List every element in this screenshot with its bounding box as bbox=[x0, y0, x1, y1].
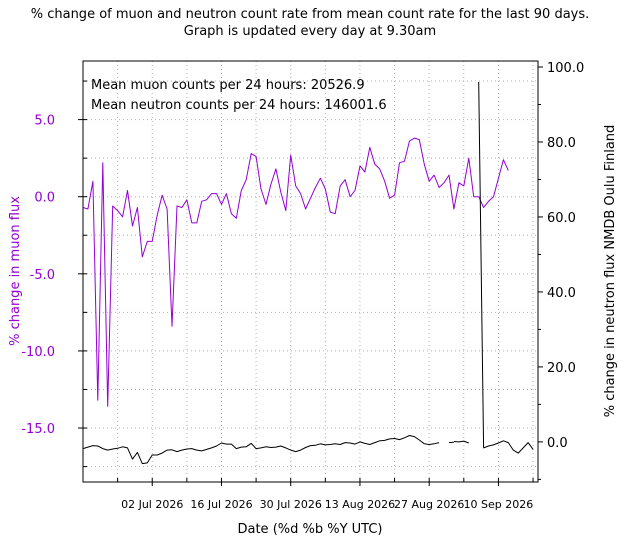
right-tick-label: 20.0 bbox=[547, 361, 576, 376]
muon-series-line bbox=[82, 137, 509, 407]
right-tick-label: 80.0 bbox=[547, 136, 576, 151]
chart-title: % change of muon and neutron count rate … bbox=[0, 6, 620, 40]
x-tick-label: 02 Jul 2026 bbox=[121, 498, 183, 511]
neutron-series-line bbox=[453, 81, 534, 454]
chart-title-line-1: % change of muon and neutron count rate … bbox=[30, 7, 590, 22]
x-tick-label: 27 Aug 2026 bbox=[394, 498, 464, 511]
x-tick-label: 13 Aug 2026 bbox=[325, 498, 395, 511]
left-tick-label: -10.0 bbox=[21, 345, 55, 360]
x-tick-label: 10 Sep 2026 bbox=[464, 498, 534, 511]
annotation-mean-muon: Mean muon counts per 24 hours: 20526.9 bbox=[91, 78, 365, 93]
chart-title-line-2: Graph is updated every day at 9.30am bbox=[183, 24, 437, 39]
left-tick-label: 5.0 bbox=[34, 114, 55, 129]
grid-layer bbox=[83, 61, 538, 482]
plot-frame bbox=[82, 60, 539, 483]
annotation-mean-neutron: Mean neutron counts per 24 hours: 146001… bbox=[91, 98, 387, 113]
neutron-series-line bbox=[82, 435, 454, 465]
x-tick-label: 30 Jul 2026 bbox=[260, 498, 322, 511]
left-tick-label: -5.0 bbox=[30, 268, 55, 283]
right-tick-label: 60.0 bbox=[547, 211, 576, 226]
axis-layer: 02 Jul 2026 16 Jul 2026 30 Jul 2026 13 Aug … bbox=[21, 61, 584, 511]
left-axis-label: % change in muon flux bbox=[8, 196, 23, 346]
right-tick-label: 0.0 bbox=[547, 436, 568, 451]
x-axis-label: Date (%d %b %Y UTC) bbox=[237, 522, 382, 537]
series-layer bbox=[82, 81, 534, 465]
right-tick-label: 100.0 bbox=[547, 61, 584, 76]
x-tick-label: 16 Jul 2026 bbox=[190, 498, 252, 511]
right-tick-label: 40.0 bbox=[547, 286, 576, 301]
right-axis-label: % change in neutron flux NMDB Oulu Finla… bbox=[603, 125, 618, 418]
left-tick-label: -15.0 bbox=[21, 422, 55, 437]
left-tick-label: 0.0 bbox=[34, 191, 55, 206]
